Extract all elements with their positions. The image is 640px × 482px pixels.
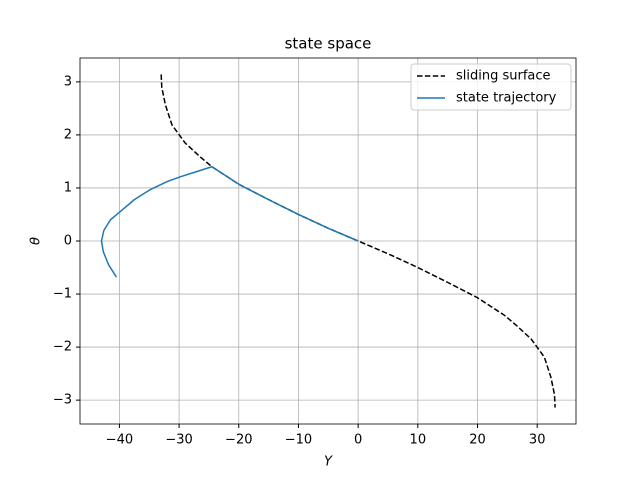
plot-frame — [79, 57, 577, 425]
x-axis-label: Y — [324, 455, 333, 470]
y-tick-label: −1 — [53, 287, 72, 302]
x-tick-label: 30 — [529, 433, 546, 448]
series-line — [100, 165, 359, 278]
x-tick-label: 20 — [469, 433, 486, 448]
x-tick-label: −20 — [225, 433, 252, 448]
y-tick-label: 1 — [64, 180, 72, 195]
y-tick-label: 2 — [64, 127, 72, 142]
x-tick-label: 10 — [410, 433, 427, 448]
y-tick-label: −2 — [53, 340, 72, 355]
y-tick-label: 0 — [64, 234, 72, 249]
legend-label: sliding surface — [456, 69, 551, 84]
series-line — [160, 74, 556, 408]
y-tick-label: −3 — [53, 393, 72, 408]
x-tick-label: −30 — [165, 433, 192, 448]
x-tick-label: −40 — [106, 433, 133, 448]
y-axis-label: θ — [29, 237, 44, 245]
y-tick-label: 3 — [64, 74, 72, 89]
legend-box — [410, 63, 572, 111]
chart-title: state space — [285, 35, 372, 53]
x-tick-label: 0 — [354, 433, 362, 448]
x-tick-label: −10 — [285, 433, 312, 448]
legend-label: state trajectory — [456, 91, 557, 106]
